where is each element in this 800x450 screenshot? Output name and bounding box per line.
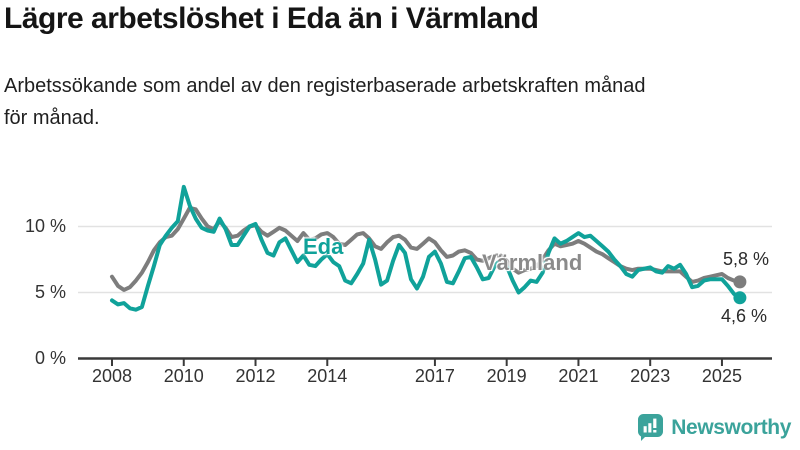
x-axis-label: 2012 (235, 366, 276, 386)
newsworthy-logo: Newsworthy (637, 413, 791, 442)
series-end-dot-eda (733, 291, 747, 305)
x-axis-label: 2008 (91, 366, 133, 386)
series-label-eda: Eda (303, 234, 344, 259)
x-axis-label: 2025 (701, 366, 742, 386)
x-axis-label: 2019 (486, 366, 527, 386)
x-axis-label: 2010 (163, 366, 204, 386)
y-axis-label: 5 % (34, 281, 66, 302)
newsworthy-bar-chart-icon (638, 414, 664, 441)
x-axis-label: 2023 (630, 366, 671, 386)
chart-subtitle-line-2: för månad. (4, 107, 100, 129)
series-end-dot-värmland (733, 275, 747, 289)
chart-title: Lägre arbetslöshet i Eda än i Värmland (4, 2, 539, 35)
x-axis-label: 2021 (558, 366, 599, 386)
series-line-värmland (110, 206, 742, 292)
chart-subtitle: Arbetssökande som andel av den registerb… (4, 70, 784, 134)
y-axis-label: 0 % (34, 347, 66, 368)
x-axis-label: 2017 (414, 366, 455, 386)
end-value-label-eda: 4,6 % (721, 306, 768, 326)
series-line-eda (110, 184, 742, 312)
end-value-label-varmland: 5,8 % (723, 249, 770, 269)
newsworthy-logo-text: Newsworthy (671, 415, 791, 439)
chart-subtitle-line-1: Arbetssökande som andel av den registerb… (4, 75, 646, 97)
y-axis-label: 10 % (24, 215, 66, 236)
x-axis-label: 2014 (307, 366, 348, 386)
series-label-varmland: Värmland (482, 250, 583, 275)
